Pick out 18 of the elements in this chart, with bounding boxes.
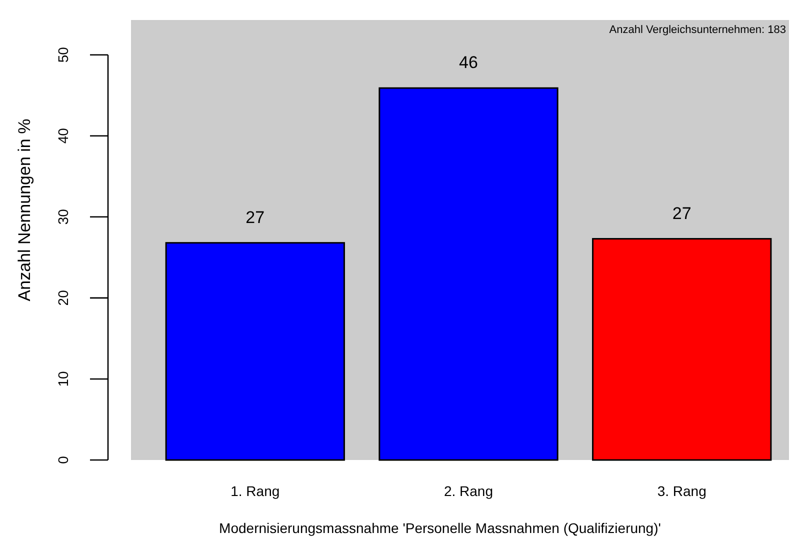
- bar: [592, 238, 772, 461]
- data-label: 27: [672, 204, 692, 223]
- y-tick-label: 10: [55, 370, 71, 387]
- y-tick-label: 40: [55, 128, 71, 144]
- y-axis-title: Anzahl Nennungen in %: [15, 118, 34, 302]
- x-axis-title: Modernisierungsmassnahme 'Personelle Massnahmen (Qualifizierung)': [219, 520, 661, 536]
- y-tick-label: 0: [55, 456, 71, 464]
- data-label: 46: [459, 53, 478, 72]
- x-tick-label: 3. Rang: [657, 483, 706, 499]
- y-tick-label: 50: [55, 46, 71, 63]
- y-tick-label: 30: [55, 208, 71, 225]
- bar: [378, 87, 558, 461]
- bar: [165, 242, 345, 461]
- data-label: 27: [246, 208, 265, 227]
- x-tick-label: 1. Rang: [230, 483, 280, 499]
- x-tick-label: 2. Rang: [444, 483, 494, 499]
- annotation: Anzahl Vergleichsunternehmen: 183: [609, 24, 786, 36]
- y-tick-label: 20: [55, 290, 71, 306]
